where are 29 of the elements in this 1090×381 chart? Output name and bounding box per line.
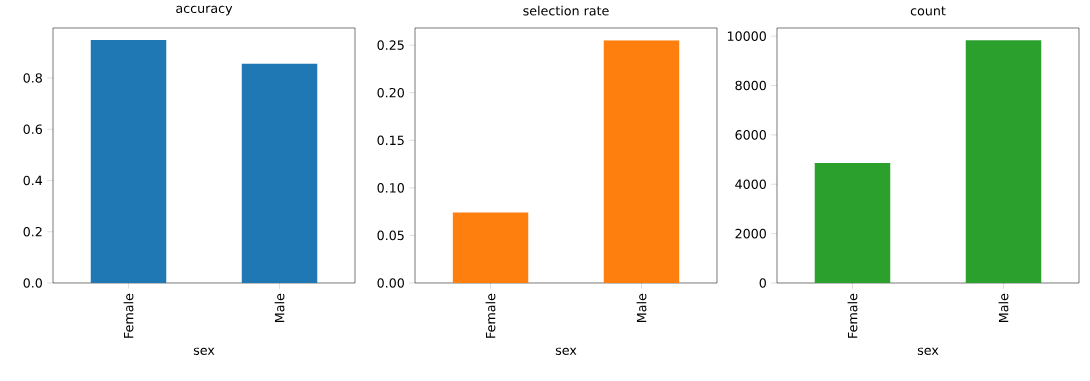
- y-tick-label: 0.0: [23, 278, 42, 288]
- y-tick-label: 8000: [735, 80, 766, 91]
- x-axis-title: sex: [555, 347, 577, 355]
- y-tick-label: 0.15: [377, 135, 404, 146]
- x-axis-title: sex: [917, 347, 939, 355]
- y-tick-label: 0.00: [377, 278, 404, 288]
- y-tick-label: 0.25: [377, 40, 404, 50]
- y-tick-label: 6000: [735, 130, 766, 140]
- y-tick-label: 0.6: [23, 124, 43, 135]
- y-tick-label: 0.8: [23, 73, 42, 83]
- x-axis-title: sex: [193, 347, 215, 355]
- y-tick-label: 0: [759, 278, 766, 288]
- y-tick-label: 4000: [735, 179, 766, 190]
- y-tick-label: 0.20: [377, 87, 404, 98]
- x-tick-label: Male: [636, 293, 647, 322]
- y-tick-label: 0.05: [377, 230, 404, 241]
- chart-title: selection rate: [523, 5, 609, 16]
- chart-title: count: [910, 6, 946, 16]
- y-tick-label: 0.4: [23, 175, 43, 186]
- x-tick-label: Female: [485, 293, 496, 338]
- x-tick-label: Female: [123, 293, 134, 338]
- y-tick-label: 10000: [727, 31, 766, 41]
- chart-title: accuracy: [176, 5, 233, 16]
- x-tick-label: Male: [274, 293, 285, 322]
- y-tick-label: 2000: [735, 228, 766, 239]
- y-tick-label: 0.2: [23, 226, 42, 237]
- x-tick-label: Male: [998, 293, 1009, 322]
- y-tick-label: 0.10: [377, 183, 404, 193]
- x-tick-label: Female: [847, 293, 858, 338]
